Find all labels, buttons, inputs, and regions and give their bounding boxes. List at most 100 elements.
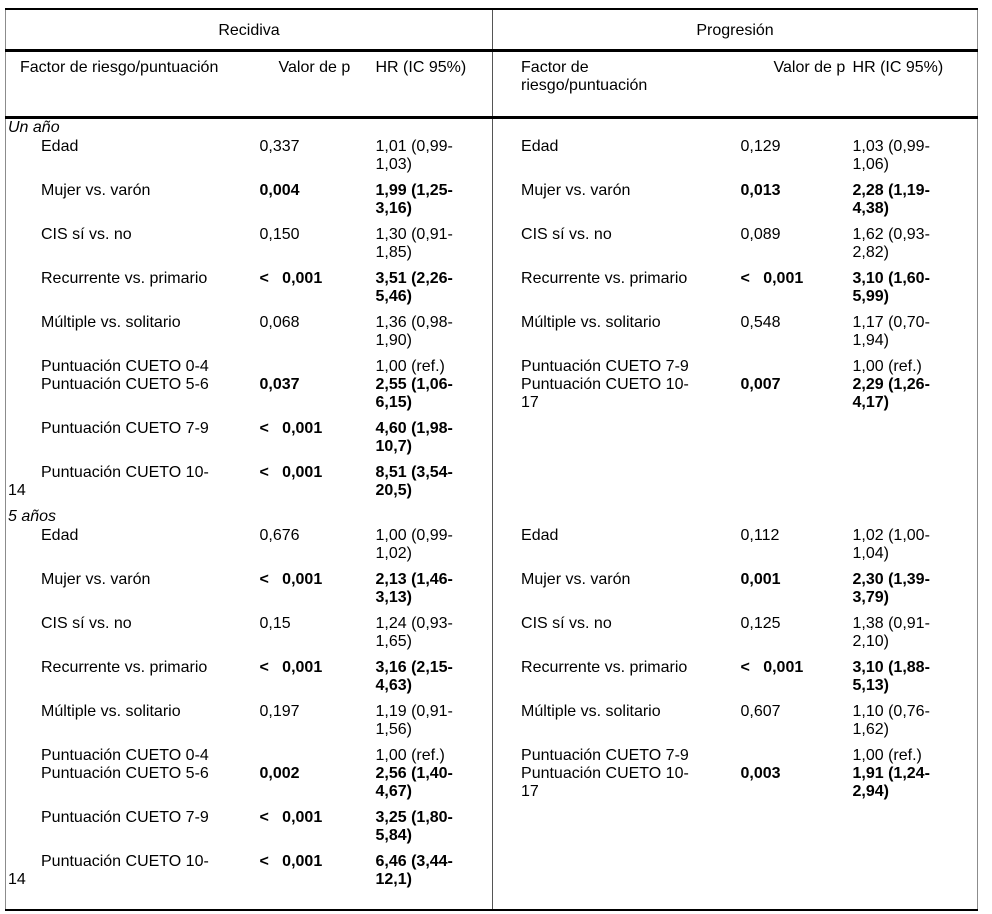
factor-cell: CIS sí vs. no	[492, 226, 737, 270]
factor-cell: Mujer vs. varón	[492, 182, 737, 226]
hr-cell: 3,10 (1,60- 5,99)	[852, 270, 930, 305]
p-value-cell: < 0,001	[740, 270, 804, 287]
hr-cell: 3,10 (1,88- 5,13)	[852, 659, 930, 694]
factor-cell: Puntuación CUETO 5-6	[41, 376, 209, 393]
table-row: Puntuación CUETO 7-9 < 0,001 3,25 (1,80- 5…	[6, 809, 978, 853]
col-header-factor-left: Factor de riesgo/puntuación	[5, 50, 256, 119]
p-value-cell: 0,003	[740, 765, 781, 782]
factor-cell: CIS sí vs. no	[41, 615, 132, 632]
section-label: 5 años	[8, 508, 57, 525]
hr-cell: 1,30 (0,91- 1,85)	[375, 226, 453, 261]
empty-cell	[374, 508, 493, 527]
table-body: Un año Edad 0,337 1,01 (0,99- 1,03) Edad 0,12…	[6, 117, 978, 910]
hr-cell: 2,28 (1,19- 4,38)	[852, 182, 930, 217]
factor-cell: Puntuación CUETO 10- 14	[8, 853, 209, 888]
p-value-cell: 0,676	[259, 527, 300, 544]
table-row: Mujer vs. varón < 0,001 2,13 (1,46- 3,13) M…	[6, 571, 978, 615]
hr-cell: 4,60 (1,98- 10,7)	[375, 420, 453, 455]
factor-cell: Edad	[492, 138, 737, 182]
factor-cell: Puntuación CUETO 10- 14	[8, 464, 209, 499]
p-value-cell: 0,002	[259, 765, 300, 782]
factor-cell: Puntuación CUETO 0-4	[41, 358, 209, 375]
factor-cell: Puntuación CUETO 7-9	[41, 809, 209, 826]
hr-cell: 2,30 (1,39- 3,79)	[852, 571, 930, 606]
hr-cell: 2,56 (1,40- 4,67)	[375, 765, 453, 800]
p-value-cell: 0,15	[259, 615, 291, 632]
p-value-cell: < 0,001	[259, 464, 323, 481]
factor-cell: Múltiple vs. solitario	[492, 703, 737, 747]
empty-cell	[256, 508, 374, 527]
table-row: Puntuación CUETO 5-6 0,037 2,55 (1,06- 6,1…	[6, 376, 978, 420]
p-value-cell: 0,150	[259, 226, 300, 243]
hr-cell: 3,16 (2,15- 4,63)	[375, 659, 453, 694]
table-row: Puntuación CUETO 5-6 0,002 2,56 (1,40- 4,6…	[6, 765, 978, 809]
table-row: Edad 0,676 1,00 (0,99- 1,02) Edad 0,112 1,02 …	[6, 527, 978, 571]
p-value-cell: 0,197	[259, 703, 300, 720]
factor-cell	[492, 809, 737, 853]
hr-cell: 3,25 (1,80- 5,84)	[375, 809, 453, 844]
table-row: CIS sí vs. no 0,15 1,24 (0,93- 1,65) CIS sí…	[6, 615, 978, 659]
factor-cell: Múltiple vs. solitario	[41, 314, 181, 331]
results-table: Recidiva Progresión Factor de riesgo/pun…	[5, 8, 979, 911]
p-value-cell: 0,125	[740, 615, 781, 632]
factor-cell: Puntuación CUETO 10- 17	[492, 376, 737, 420]
hr-cell: 1,17 (0,70- 1,94)	[852, 314, 930, 349]
empty-cell	[492, 117, 737, 138]
section-label: Un año	[8, 119, 60, 136]
factor-cell	[492, 464, 737, 508]
table-row: CIS sí vs. no 0,150 1,30 (0,91- 1,85) CIS s…	[6, 226, 978, 270]
hr-cell: 1,10 (0,76- 1,62)	[852, 703, 930, 738]
factor-cell	[492, 853, 737, 910]
p-value-cell: 0,007	[740, 376, 781, 393]
factor-cell: Mujer vs. varón	[41, 182, 151, 199]
p-value-cell: 0,089	[740, 226, 781, 243]
factor-cell: Recurrente vs. primario	[41, 659, 208, 676]
factor-cell: Puntuación CUETO 5-6	[41, 765, 209, 782]
col-header-hr-left: HR (IC 95%)	[373, 50, 493, 119]
hr-cell: 1,19 (0,91- 1,56)	[375, 703, 453, 738]
p-value-cell: < 0,001	[259, 809, 323, 826]
table-row: Puntuación CUETO 0-4 1,00 (ref.) Puntuació…	[6, 358, 978, 376]
factor-cell: Puntuación CUETO 7-9	[41, 420, 209, 437]
hr-cell: 2,55 (1,06- 6,15)	[375, 376, 453, 411]
table-row: Puntuación CUETO 10- 14 < 0,001 6,46 (3,44…	[6, 853, 978, 910]
empty-cell	[492, 508, 737, 527]
table-row: Puntuación CUETO 10- 14 < 0,001 8,51 (3,54…	[6, 464, 978, 508]
factor-cell	[492, 420, 737, 464]
table-row: Múltiple vs. solitario 0,197 1,19 (0,91- 1…	[6, 703, 978, 747]
factor-cell: Edad	[41, 527, 79, 544]
hr-cell: 1,03 (0,99- 1,06)	[852, 138, 930, 173]
hr-cell: 1,24 (0,93- 1,65)	[375, 615, 453, 650]
empty-cell	[737, 508, 851, 527]
section-row: 5 años	[6, 508, 978, 527]
table-row: Puntuación CUETO 7-9 < 0,001 4,60 (1,98- 1…	[6, 420, 978, 464]
factor-cell: Edad	[41, 138, 79, 155]
hr-cell: 2,29 (1,26- 4,17)	[852, 376, 930, 411]
p-value-cell	[737, 420, 851, 464]
p-value-cell: 0,013	[740, 182, 781, 199]
empty-cell	[851, 508, 978, 527]
hr-cell	[851, 420, 978, 464]
hr-cell: 1,00 (ref.)	[852, 358, 922, 375]
factor-cell: CIS sí vs. no	[492, 615, 737, 659]
p-value-cell: 0,001	[740, 571, 781, 588]
table-row: Mujer vs. varón 0,004 1,99 (1,25- 3,16) Muj…	[6, 182, 978, 226]
factor-cell: Puntuación CUETO 7-9	[492, 358, 737, 376]
group-header-recidiva: Recidiva	[5, 9, 493, 52]
hr-cell: 1,38 (0,91- 2,10)	[852, 615, 930, 650]
p-value-cell: 0,004	[259, 182, 300, 199]
hr-cell: 1,00 (0,99- 1,02)	[375, 527, 453, 562]
p-value-cell: 0,037	[259, 376, 300, 393]
col-header-pvalue-left: Valor de p	[255, 50, 374, 119]
factor-cell: Recurrente vs. primario	[492, 659, 737, 703]
factor-cell: Múltiple vs. solitario	[41, 703, 181, 720]
p-value-cell	[737, 747, 851, 765]
hr-cell: 1,99 (1,25- 3,16)	[375, 182, 453, 217]
p-value-cell: 0,068	[259, 314, 300, 331]
p-value-cell: 0,337	[259, 138, 300, 155]
factor-cell: Mujer vs. varón	[492, 571, 737, 615]
p-value-cell	[256, 358, 374, 376]
empty-cell	[374, 118, 493, 139]
hr-cell: 1,02 (1,00- 1,04)	[852, 527, 930, 562]
hr-cell: 1,36 (0,98- 1,90)	[375, 314, 453, 349]
